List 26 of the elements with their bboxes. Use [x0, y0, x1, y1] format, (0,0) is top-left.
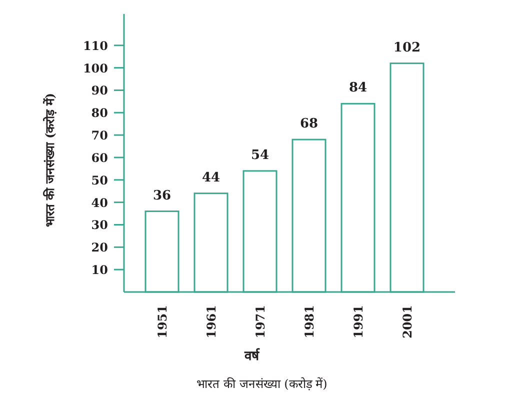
y-tick-label: 90	[91, 84, 108, 98]
y-tick-label: 110	[82, 38, 108, 53]
y-tick-label: 10	[91, 263, 108, 278]
data-label: 68	[300, 116, 318, 132]
x-tick-label: 1961	[204, 305, 218, 338]
y-axis-title: भारत की जनसंख्या (करोड़ में)	[43, 92, 57, 228]
data-label: 54	[250, 148, 270, 163]
x-tick-label: 1971	[254, 305, 268, 338]
data-label: 84	[348, 80, 368, 96]
y-tick-label: 50	[91, 173, 108, 188]
data-label: 36	[152, 188, 172, 204]
y-tick-label: 70	[91, 128, 108, 143]
y-tick-label: 30	[91, 218, 108, 232]
data-label: 44	[202, 170, 220, 186]
x-tick-label: 1981	[302, 305, 316, 338]
x-axis-title: वर्ष	[244, 348, 260, 364]
x-tick-label: 1951	[156, 305, 170, 338]
x-tick-label: 2001	[400, 305, 414, 338]
y-tick-label: 80	[91, 106, 108, 120]
y-tick-label: 100	[82, 61, 108, 76]
y-tick-label: 20	[91, 240, 108, 255]
y-tick-label: 40	[91, 196, 108, 210]
x-tick-label: 1991	[352, 305, 366, 338]
text: भारत की जनसंख्या (करोड़ में)	[196, 377, 328, 391]
data-label: 102	[393, 40, 421, 56]
y-tick-label: 60	[91, 150, 108, 165]
